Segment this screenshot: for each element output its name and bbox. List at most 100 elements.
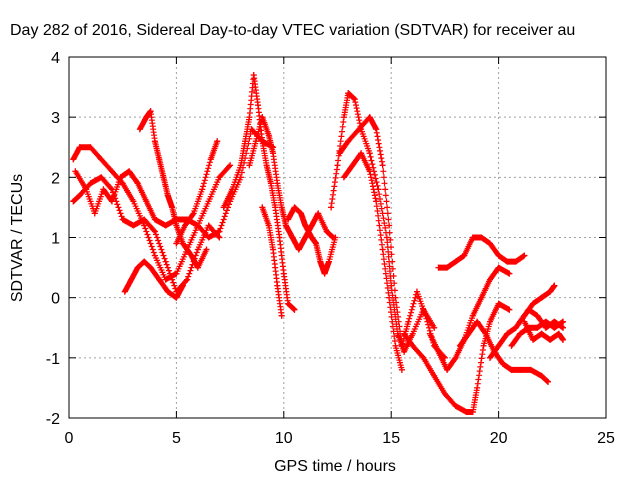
data-point bbox=[265, 132, 272, 139]
data-point bbox=[469, 408, 476, 415]
data-point bbox=[270, 150, 277, 157]
data-point bbox=[480, 342, 487, 349]
data-point bbox=[452, 402, 459, 409]
data-point bbox=[379, 246, 386, 253]
data-point bbox=[147, 108, 154, 115]
data-point bbox=[355, 126, 362, 133]
data-point bbox=[285, 300, 292, 307]
series-markers bbox=[259, 204, 285, 319]
data-point bbox=[474, 318, 481, 325]
data-point bbox=[214, 138, 221, 145]
data-point bbox=[151, 228, 158, 235]
data-point bbox=[141, 222, 148, 229]
data-point bbox=[259, 138, 266, 145]
data-point bbox=[108, 198, 115, 205]
data-point bbox=[525, 306, 532, 313]
data-point bbox=[560, 318, 567, 325]
data-point bbox=[321, 270, 328, 277]
data-point bbox=[179, 240, 186, 247]
x-tick-label: 5 bbox=[172, 430, 181, 447]
data-point bbox=[555, 330, 562, 337]
data-point bbox=[265, 222, 272, 229]
data-series bbox=[285, 204, 339, 277]
data-point bbox=[173, 240, 180, 247]
data-point bbox=[130, 222, 137, 229]
data-point bbox=[315, 210, 322, 217]
data-point bbox=[270, 246, 277, 253]
data-point bbox=[278, 204, 285, 211]
x-tick-label: 15 bbox=[382, 430, 400, 447]
data-point bbox=[383, 234, 390, 241]
data-point bbox=[366, 150, 373, 157]
data-point bbox=[422, 312, 429, 319]
data-series bbox=[121, 258, 186, 301]
data-point bbox=[207, 156, 214, 163]
data-point bbox=[349, 162, 356, 169]
data-point bbox=[162, 276, 169, 283]
x-axis-label: GPS time / hours bbox=[274, 458, 396, 475]
data-point bbox=[499, 360, 506, 367]
data-point bbox=[282, 222, 289, 229]
data-point bbox=[469, 312, 476, 319]
data-point bbox=[70, 198, 77, 205]
data-point bbox=[274, 282, 281, 289]
x-tick-label: 20 bbox=[490, 430, 508, 447]
data-point bbox=[259, 114, 266, 121]
data-point bbox=[508, 342, 515, 349]
data-point bbox=[478, 294, 485, 301]
y-axis-label: SDTVAR / TECUs bbox=[9, 174, 26, 302]
data-point bbox=[173, 294, 180, 301]
data-point bbox=[205, 222, 212, 229]
data-point bbox=[130, 198, 137, 205]
data-point bbox=[205, 234, 212, 241]
data-point bbox=[242, 138, 249, 145]
data-point bbox=[328, 204, 335, 211]
data-point bbox=[117, 174, 124, 181]
data-point bbox=[441, 390, 448, 397]
data-point bbox=[119, 216, 126, 223]
data-point bbox=[128, 276, 135, 283]
data-series bbox=[173, 138, 221, 247]
data-series bbox=[340, 150, 405, 373]
data-point bbox=[409, 342, 416, 349]
data-point bbox=[345, 138, 352, 145]
data-point bbox=[508, 366, 515, 373]
data-point bbox=[413, 288, 420, 295]
data-point bbox=[487, 318, 494, 325]
data-point bbox=[295, 246, 302, 253]
data-point bbox=[435, 348, 442, 355]
y-tick-label: 3 bbox=[51, 110, 60, 127]
data-point bbox=[345, 90, 352, 97]
data-point bbox=[220, 204, 227, 211]
data-point bbox=[351, 96, 358, 103]
chart-title: Day 282 of 2016, Sidereal Day-to-day VTE… bbox=[10, 22, 575, 39]
data-point bbox=[512, 324, 519, 331]
y-tick-label: -1 bbox=[46, 351, 60, 368]
data-point bbox=[517, 330, 524, 337]
data-point bbox=[308, 222, 315, 229]
data-point bbox=[313, 240, 320, 247]
data-point bbox=[452, 258, 459, 265]
data-point bbox=[435, 264, 442, 271]
data-marks bbox=[70, 72, 567, 415]
data-point bbox=[358, 150, 365, 157]
data-point bbox=[487, 240, 494, 247]
axis-ticks: 0 5 10 15 20 25 -2 -1 0 1 2 3 4 bbox=[46, 50, 615, 447]
data-point bbox=[169, 204, 176, 211]
data-point bbox=[529, 336, 536, 343]
data-point bbox=[297, 210, 304, 217]
data-point bbox=[194, 264, 201, 271]
data-point bbox=[487, 354, 494, 361]
data-point bbox=[302, 234, 309, 241]
data-point bbox=[199, 186, 206, 193]
data-point bbox=[332, 234, 339, 241]
data-point bbox=[517, 318, 524, 325]
data-point bbox=[512, 258, 519, 265]
data-point bbox=[276, 234, 283, 241]
data-point bbox=[456, 342, 463, 349]
data-point bbox=[465, 330, 472, 337]
data-point bbox=[291, 204, 298, 211]
data-point bbox=[366, 114, 373, 121]
data-point bbox=[147, 264, 154, 271]
data-point bbox=[121, 288, 128, 295]
